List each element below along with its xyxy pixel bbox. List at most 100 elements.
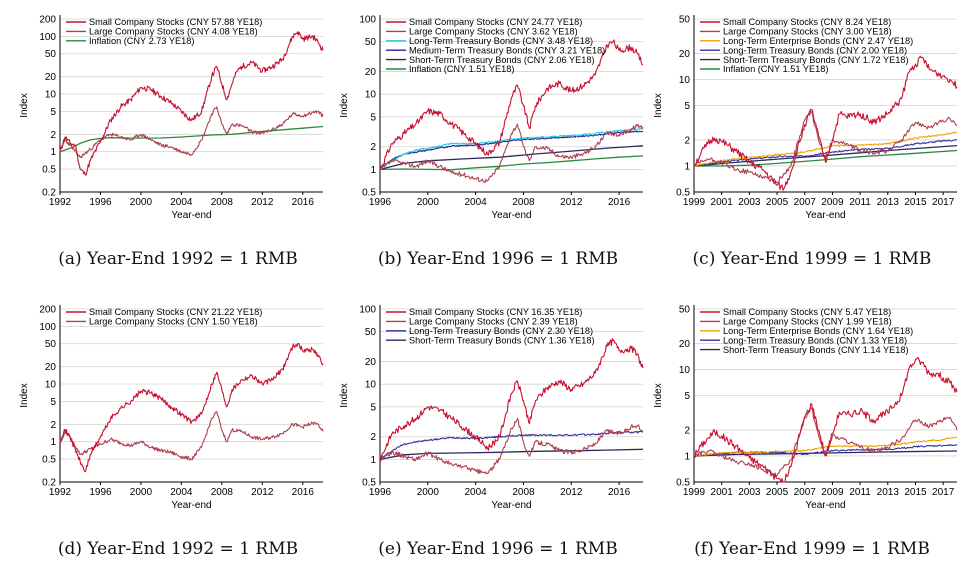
legend-entry: Inflation (CNY 1.51 YE18) xyxy=(723,64,828,74)
y-tick-label: 10 xyxy=(45,90,57,101)
panel-caption: (a) Year-End 1992 = 1 RMB xyxy=(58,249,298,269)
legend-entry: Small Company Stocks (CNY 57.88 YE18) xyxy=(89,17,262,27)
x-tick-label: 2000 xyxy=(130,197,153,208)
legend-entry: Small Company Stocks (CNY 8.24 YE18) xyxy=(723,17,891,27)
y-tick-label: 50 xyxy=(365,37,377,48)
y-tick-label: 5 xyxy=(370,402,376,413)
legend-entry: Short-Term Treasury Bonds (CNY 2.06 YE18… xyxy=(409,55,595,65)
panel-caption: (f) Year-End 1999 = 1 RMB xyxy=(694,539,930,559)
chart-panel-6: 0.5 1 2 5 10 20 50 1999 2001 2003 2005 2007 2009 2011… xyxy=(652,290,972,577)
y-tick-label: 0.5 xyxy=(362,478,376,489)
x-tick-label: 2009 xyxy=(821,197,844,208)
y-tick-label: 20 xyxy=(679,49,691,60)
x-tick-label: 2007 xyxy=(794,197,817,208)
series-line xyxy=(379,448,644,461)
y-tick-label: 10 xyxy=(679,75,691,86)
x-tick-label: 2009 xyxy=(821,487,844,498)
legend-entry: Small Company Stocks (CNY 21.22 YE18) xyxy=(89,307,262,317)
y-tick-label: 20 xyxy=(679,339,691,350)
series-line xyxy=(379,130,644,170)
y-axis-label: Index xyxy=(339,93,350,117)
y-tick-label: 20 xyxy=(365,357,377,368)
chart-svg: 0.5 1 2 5 10 20 50 100 1996 2000 2004 2008 2012 2016 Y… xyxy=(339,305,644,511)
panel-caption: (e) Year-End 1996 = 1 RMB xyxy=(378,539,618,559)
x-tick-label: 2008 xyxy=(211,197,234,208)
x-tick-label: 2017 xyxy=(932,197,955,208)
series-line xyxy=(59,125,324,153)
y-tick-label: 2 xyxy=(370,142,376,153)
y-tick-label: 50 xyxy=(679,305,691,316)
y-tick-label: 10 xyxy=(679,365,691,376)
y-tick-label: 20 xyxy=(45,362,57,373)
series-lines xyxy=(693,356,958,483)
y-tick-label: 200 xyxy=(39,305,56,316)
x-tick-label: 2011 xyxy=(849,197,871,208)
y-tick-label: 0.5 xyxy=(42,455,56,466)
legend-entry: Small Company Stocks (CNY 16.35 YE18) xyxy=(409,307,582,317)
y-tick-label: 0.2 xyxy=(42,478,56,489)
chart-panel-1: 0.2 0.5 1 2 5 10 20 50 100 200 1992 1996 2000 2004 200… xyxy=(18,0,338,287)
x-tick-label: 1992 xyxy=(49,197,72,208)
x-axis-label: Year-end xyxy=(171,210,211,221)
legend-entry: Small Company Stocks (CNY 24.77 YE18) xyxy=(409,17,582,27)
legend-entry: Inflation (CNY 2.73 YE18) xyxy=(89,36,194,46)
y-axis-label: Index xyxy=(653,93,664,117)
x-tick-label: 1996 xyxy=(89,197,112,208)
series-line xyxy=(379,39,644,170)
x-tick-label: 2005 xyxy=(766,197,789,208)
series-line xyxy=(59,411,324,461)
series-line xyxy=(693,131,958,167)
series-line xyxy=(693,436,958,457)
x-tick-label: 1999 xyxy=(683,197,706,208)
x-tick-label: 1996 xyxy=(369,487,392,498)
x-tick-label: 2012 xyxy=(251,197,274,208)
series-line xyxy=(379,430,644,460)
x-tick-label: 2004 xyxy=(465,487,488,498)
legend: Small Company Stocks (CNY 16.35 YE18)Lar… xyxy=(386,307,595,345)
y-tick-label: 5 xyxy=(684,101,690,112)
legend-entry: Short-Term Treasury Bonds (CNY 1.72 YE18… xyxy=(723,55,909,65)
series-line xyxy=(379,127,644,170)
series-line xyxy=(379,145,644,171)
chart-svg: 0.2 0.5 1 2 5 10 20 50 100 200 1992 1996 2000 2004 200… xyxy=(19,15,324,221)
y-tick-label: 2 xyxy=(684,425,690,436)
legend-entry: Short-Term Treasury Bonds (CNY 1.36 YE18… xyxy=(409,335,595,345)
x-tick-label: 2013 xyxy=(877,487,900,498)
x-tick-label: 2003 xyxy=(738,197,761,208)
x-tick-label: 2013 xyxy=(877,197,900,208)
legend: Small Company Stocks (CNY 5.47 YE18)Larg… xyxy=(700,307,913,355)
x-axis-label: Year-end xyxy=(805,500,845,511)
x-tick-label: 2011 xyxy=(849,487,871,498)
x-tick-label: 2000 xyxy=(417,197,440,208)
legend-entry: Small Company Stocks (CNY 5.47 YE18) xyxy=(723,307,891,317)
y-tick-label: 100 xyxy=(39,322,56,333)
y-tick-label: 2 xyxy=(684,135,690,146)
x-tick-label: 2017 xyxy=(932,487,955,498)
y-axis-label: Index xyxy=(339,383,350,407)
series-line xyxy=(693,407,958,478)
series-line xyxy=(693,356,958,483)
legend-entry: Large Company Stocks (CNY 3.00 YE18) xyxy=(723,27,892,37)
x-tick-label: 2008 xyxy=(512,487,535,498)
x-axis-label: Year-end xyxy=(491,500,531,511)
x-tick-label: 1992 xyxy=(49,487,72,498)
x-tick-label: 2016 xyxy=(292,197,315,208)
y-tick-label: 100 xyxy=(359,305,376,316)
legend-entry: Long-Term Treasury Bonds (CNY 3.48 YE18) xyxy=(409,36,593,46)
x-tick-label: 1996 xyxy=(89,487,112,498)
legend: Small Company Stocks (CNY 57.88 YE18)Lar… xyxy=(66,17,262,46)
y-tick-label: 5 xyxy=(684,391,690,402)
legend-entry: Large Company Stocks (CNY 3.62 YE18) xyxy=(409,27,578,37)
legend: Small Company Stocks (CNY 21.22 YE18)Lar… xyxy=(66,307,262,327)
y-tick-label: 5 xyxy=(370,112,376,123)
series-line xyxy=(693,139,958,167)
series-line xyxy=(379,417,644,475)
x-tick-label: 2015 xyxy=(904,487,927,498)
x-tick-label: 2012 xyxy=(251,487,274,498)
y-tick-label: 10 xyxy=(365,90,377,101)
legend-entry: Large Company Stocks (CNY 1.99 YE18) xyxy=(723,317,892,327)
y-tick-label: 5 xyxy=(50,107,56,118)
x-tick-label: 1999 xyxy=(683,487,706,498)
y-tick-label: 1 xyxy=(370,455,376,466)
x-axis-label: Year-end xyxy=(491,210,531,221)
